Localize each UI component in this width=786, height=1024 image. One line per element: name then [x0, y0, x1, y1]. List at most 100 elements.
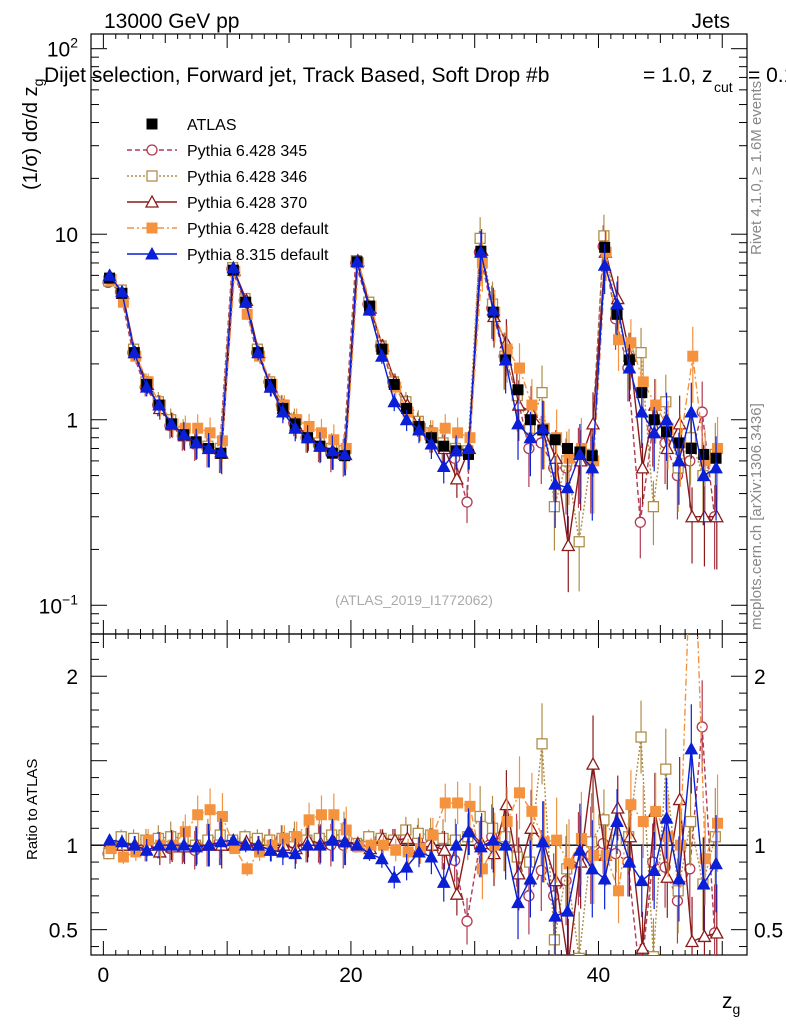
data-point [226, 833, 241, 846]
data-point [585, 756, 601, 770]
data-point [613, 334, 625, 346]
data-point [514, 787, 526, 799]
data-point [241, 863, 253, 875]
data-point [474, 232, 486, 244]
data-point [461, 915, 473, 927]
data-point [561, 538, 576, 552]
rivet-label: Rivet 4.1.0, ≥ 1.6M events [748, 81, 765, 255]
data-point [387, 870, 402, 883]
data-point [146, 144, 158, 156]
legend-label: Pythia 6.428 346 [187, 169, 307, 186]
plot-title-end: = 0.1 [748, 64, 786, 87]
data-point [486, 846, 502, 860]
data-point [436, 875, 451, 888]
data-point [263, 843, 278, 856]
data-point [709, 925, 724, 939]
data-point [474, 245, 488, 258]
data-point [251, 838, 265, 851]
category-label: Jets [691, 10, 730, 33]
series-line [109, 250, 717, 546]
data-point [687, 350, 699, 362]
data-point [115, 834, 129, 848]
data-point [548, 450, 563, 464]
data-point [315, 427, 327, 439]
series-ratio-p8 [102, 704, 723, 955]
series-line [108, 235, 716, 542]
data-point [315, 809, 327, 821]
data-point [303, 814, 315, 826]
data-point [461, 496, 473, 508]
data-point [523, 890, 535, 902]
data-point [672, 885, 684, 897]
data-point [499, 797, 514, 811]
data-point [573, 843, 587, 856]
x-tick-label: 20 [339, 964, 362, 987]
data-point [425, 837, 440, 851]
data-point [709, 831, 721, 843]
data-point [362, 303, 377, 316]
data-point [526, 805, 538, 817]
data-point [427, 829, 439, 841]
data-point [127, 345, 142, 359]
legend-label: ATLAS [187, 117, 237, 134]
data-point [300, 430, 315, 444]
data-point [637, 376, 649, 388]
data-point [535, 834, 550, 848]
data-point [164, 416, 179, 430]
data-point [449, 886, 464, 900]
data-point [400, 831, 415, 845]
data-point [214, 444, 228, 458]
data-point [365, 839, 377, 851]
legend-label: Pythia 6.428 345 [187, 143, 307, 160]
legend: ATLAS Pythia 6.428 345 Pythia 6.428 346 Pyt… [127, 117, 329, 264]
energy-label: 13000 GeV pp [104, 10, 239, 33]
legend-entry-p345: Pythia 6.428 345 [127, 143, 307, 160]
data-point [449, 838, 463, 851]
data-point [610, 800, 625, 814]
data-point [610, 834, 622, 846]
data-point [146, 222, 158, 234]
data-point [476, 863, 488, 875]
data-point [625, 799, 637, 811]
data-point [696, 406, 708, 418]
data-point [613, 885, 625, 897]
legend-entry-p370: Pythia 6.428 370 [127, 194, 307, 212]
data-point [337, 447, 352, 460]
data-point [548, 873, 563, 887]
data-point [662, 831, 674, 843]
legend-entry-atlas: ATLAS [146, 117, 237, 134]
data-point [647, 951, 660, 955]
data-point [622, 855, 637, 868]
data-point [328, 809, 340, 821]
data-point [696, 876, 711, 890]
data-point [375, 851, 389, 865]
data-point [659, 412, 674, 426]
y-tick-label: 102 [47, 35, 78, 62]
data-point [288, 421, 303, 434]
data-point [696, 721, 708, 733]
y-tick-label-right: 0.5 [754, 920, 783, 943]
data-point [139, 380, 154, 393]
data-point [634, 516, 646, 528]
x-tick-label: 40 [587, 964, 610, 987]
data-point [671, 895, 684, 907]
data-point [684, 934, 700, 948]
data-point [337, 834, 352, 848]
data-point [684, 815, 697, 828]
data-point [597, 258, 612, 271]
data-point [696, 468, 711, 482]
data-point [659, 811, 674, 824]
data-point [461, 441, 476, 454]
y-tick-label: 10 [55, 224, 78, 247]
data-point [709, 460, 723, 474]
plot-title-subscript: cut [714, 79, 733, 95]
data-point [402, 846, 414, 858]
data-point [524, 856, 536, 868]
data-point [523, 871, 538, 885]
x-tick-label: 0 [98, 964, 110, 987]
data-point [536, 738, 548, 750]
data-point [278, 832, 290, 844]
data-point [176, 427, 191, 441]
data-point [712, 442, 724, 454]
data-point [684, 509, 700, 523]
